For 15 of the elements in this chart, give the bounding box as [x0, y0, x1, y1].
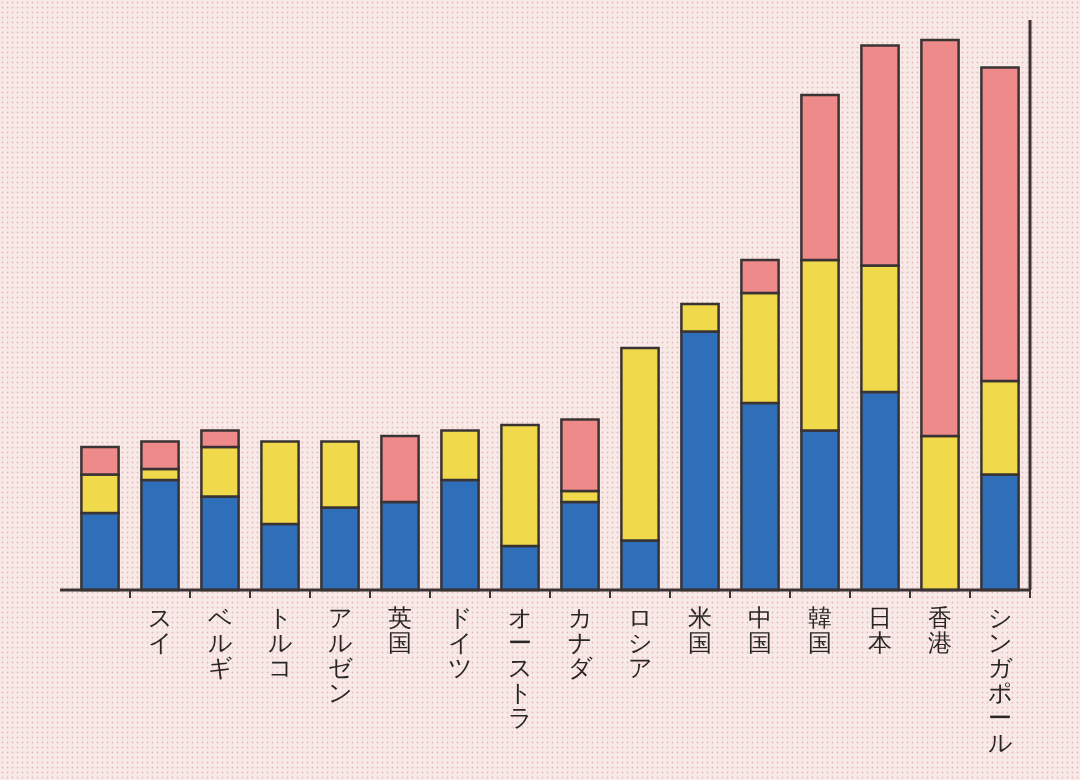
x-tick-label: 香港	[928, 604, 952, 657]
x-tick-label: ベルギ	[207, 604, 233, 682]
x-tick-label: ロシア	[627, 604, 653, 682]
x-tick-label: シンガポール	[987, 604, 1013, 757]
x-tick-label: トルコ	[267, 604, 293, 682]
x-tick-label: オーストラ	[507, 604, 533, 732]
x-tick-label: ドイツ	[447, 604, 473, 682]
x-tick-label: カナダ	[567, 604, 593, 682]
x-tick-label: 中国	[748, 604, 772, 657]
x-tick-label: アルゼン	[327, 604, 353, 707]
x-tick-label: 米国	[688, 604, 712, 657]
x-tick-label: 英国	[388, 604, 412, 657]
x-tick-label: 韓国	[808, 604, 832, 657]
x-tick-label: 日本	[868, 604, 892, 657]
x-tick-label: スイ	[147, 604, 173, 657]
